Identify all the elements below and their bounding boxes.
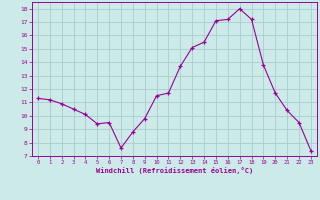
X-axis label: Windchill (Refroidissement éolien,°C): Windchill (Refroidissement éolien,°C): [96, 167, 253, 174]
